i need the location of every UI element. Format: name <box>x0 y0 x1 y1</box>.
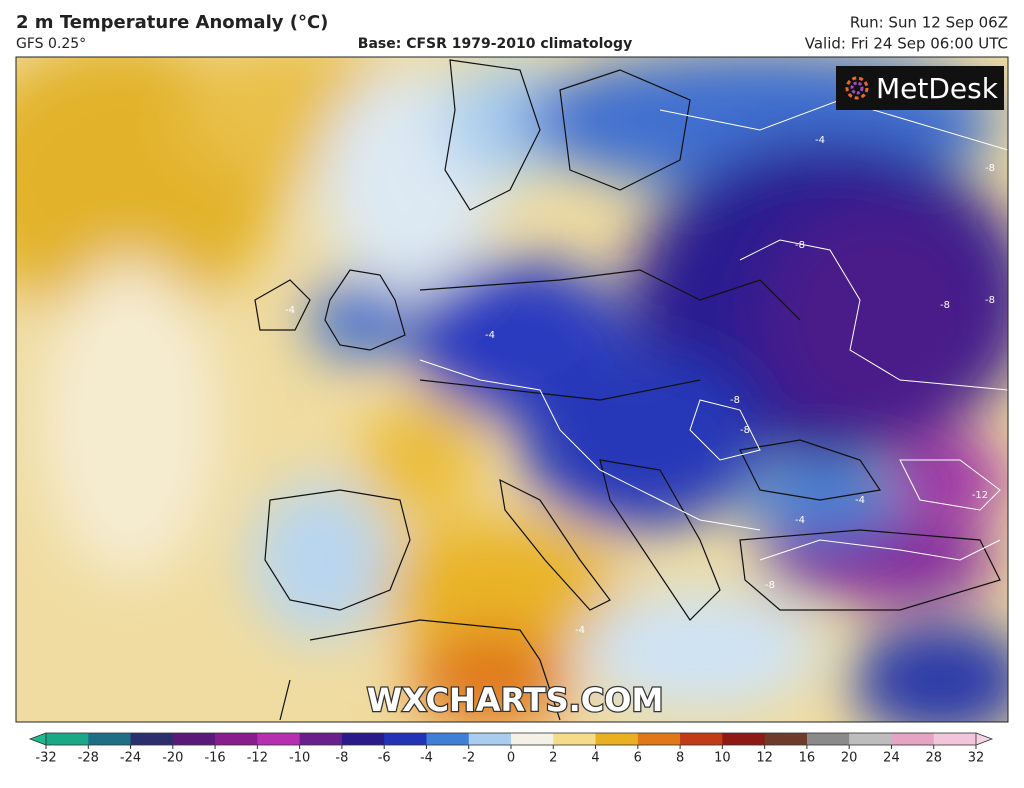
coastlines <box>254 59 1001 721</box>
colorbar-tick-label: 2 <box>549 751 557 766</box>
colorbar-tick-label: 8 <box>676 751 684 766</box>
colorbar-tick-label: -10 <box>289 751 310 766</box>
colorbar-segment <box>384 733 427 745</box>
colorbar-segment <box>722 733 766 745</box>
map-frame <box>15 56 1009 723</box>
logo: MetDesk <box>836 66 1004 110</box>
colorbar-tick-label: -28 <box>78 751 99 766</box>
colorbar-segment <box>849 733 892 745</box>
colorbar-segment <box>511 733 554 745</box>
colorbar-segment <box>680 733 723 745</box>
contour-label: -4 <box>855 495 865 506</box>
contour-label: -8 <box>765 580 775 591</box>
colorbar-segment <box>891 733 935 745</box>
contour-label: -8 <box>795 240 805 251</box>
colorbar-segment <box>637 733 681 745</box>
colorbar-segment <box>299 733 343 745</box>
colorbar-segment <box>46 733 89 745</box>
contour-label: -4 <box>815 135 825 146</box>
colorbar-tick-label: -12 <box>247 751 268 766</box>
contour-label: -12 <box>972 490 988 501</box>
colorbar-segment <box>933 733 977 745</box>
base: Base: CFSR 1979-2010 climatology <box>358 36 632 52</box>
colorbar-segment <box>257 733 301 745</box>
colorbar-tick-label: -4 <box>420 751 433 766</box>
logo-text: MetDesk <box>876 72 999 105</box>
map: -4 -4 -4 -8 -8 -8 -8 -8 -12 -4 -8 -4 -4 -8 <box>16 57 1008 722</box>
contour-label: -4 <box>285 305 295 316</box>
valid: Valid: Fri 24 Sep 06:00 UTC <box>805 35 1008 53</box>
colorbar-segment <box>595 733 639 745</box>
colorbar-tick-label: -8 <box>335 751 348 766</box>
contour-label: -4 <box>485 330 495 341</box>
colorbar-tick-label: 32 <box>968 751 985 766</box>
colorbar-low-end <box>28 732 47 746</box>
contour-label: -8 <box>740 425 750 436</box>
colorbar-segment <box>88 733 132 745</box>
contour-label: -8 <box>940 300 950 311</box>
run: Run: Sun 12 Sep 06Z <box>850 14 1008 32</box>
colorbar-tick-label: -6 <box>378 751 391 766</box>
watermark: WXCHARTS.COM <box>367 681 664 719</box>
colorbar-segment <box>553 733 597 745</box>
colorbar-tick-label: -24 <box>120 751 141 766</box>
colorbar-segment <box>172 733 216 745</box>
colorbar-segment <box>426 733 470 745</box>
colorbar-high-end <box>975 732 994 746</box>
colorbar-segment <box>341 733 385 745</box>
colorbar-tick-label: -20 <box>162 751 183 766</box>
contour-label: -8 <box>985 163 995 174</box>
colorbar-tick-label: -32 <box>35 751 56 766</box>
colorbar-tick-label: 0 <box>507 751 515 766</box>
colorbar-segment <box>215 733 258 745</box>
colorbar-tick-label: -2 <box>462 751 475 766</box>
model: GFS 0.25° <box>16 36 86 52</box>
colorbar-segment <box>468 733 512 745</box>
colorbar-segment <box>764 733 808 745</box>
colorbar-tick-label: 28 <box>925 751 942 766</box>
contour-label: -4 <box>795 515 805 526</box>
colorbar-tick-label: 12 <box>756 751 773 766</box>
colorbar-segment <box>130 733 174 745</box>
colorbar-tick-label: -16 <box>204 751 225 766</box>
colorbar: -32 -28 -24 -20 -16 -12 -10 -8 -6 -4 -2 0 2 4 6 8 10 12 16… <box>28 732 994 766</box>
colorbar-tick-label: 6 <box>634 751 642 766</box>
contour-label: -4 <box>575 625 585 636</box>
colorbar-tick-label: 4 <box>591 751 599 766</box>
contour-label: -8 <box>730 395 740 406</box>
contours <box>419 99 1008 561</box>
colorbar-tick-label: 10 <box>714 751 731 766</box>
colorbar-tick-label: 24 <box>883 751 900 766</box>
title: 2 m Temperature Anomaly (°C) <box>16 12 328 33</box>
colorbar-segment <box>806 733 850 745</box>
contour-label: -8 <box>985 295 995 306</box>
colorbar-tick-label: 20 <box>841 751 858 766</box>
colorbar-tick-label: 16 <box>799 751 816 766</box>
